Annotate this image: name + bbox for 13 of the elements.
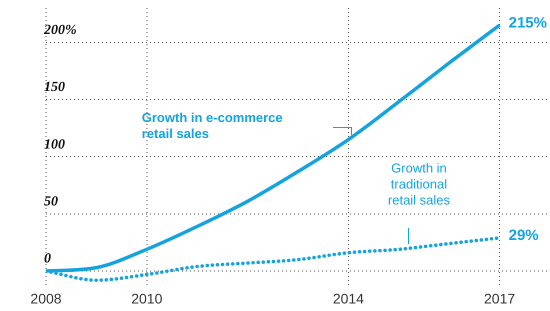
data-label: 29% [508,227,539,244]
y-tick-label: 200% [43,22,77,38]
x-tick-label: 2014 [332,290,364,306]
x-tick-label: 2008 [30,290,62,306]
data-label: 215% [508,14,547,32]
y-tick-label: 50 [44,194,58,210]
y-tick-label: 150 [44,80,65,96]
x-tick-label: 2010 [131,290,163,306]
text: Growth in e-commerce retail sales [142,110,283,142]
text: Growth in traditional retail sales [388,160,451,208]
y-tick-label: 0 [44,252,51,267]
y-tick-label: 100 [44,137,65,152]
x-tick-label: 2017 [484,290,516,306]
